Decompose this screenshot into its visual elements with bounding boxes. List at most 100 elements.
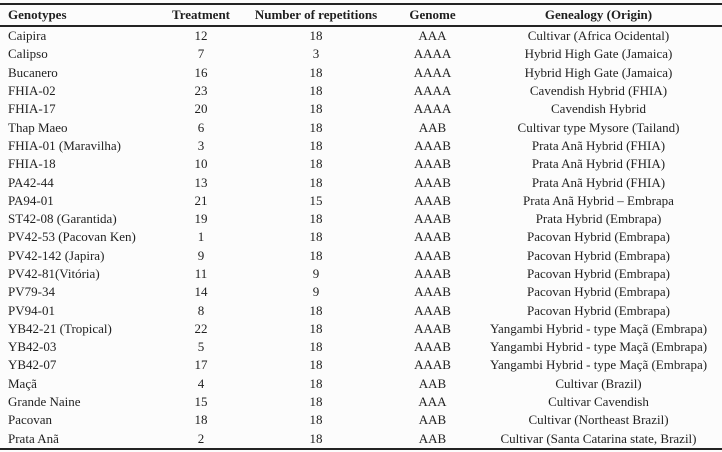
cell-genotype: FHIA-01 (Maravilha) xyxy=(8,137,121,153)
cell-genotype: PA42-44 xyxy=(8,174,54,190)
cell-treatment: 19 xyxy=(194,211,208,227)
cell-genome: AAAB xyxy=(414,247,451,263)
cell-genome: AAAB xyxy=(414,229,451,245)
cell-repetitions: 18 xyxy=(309,174,323,190)
table-row: FHIA-01 (Maravilha) 3 18 AAAB Prata Anã Hybr… xyxy=(0,137,722,155)
cell-repetitions: 18 xyxy=(309,211,323,227)
cell-repetitions: 18 xyxy=(309,339,323,355)
cell-genotype: FHIA-17 xyxy=(8,101,56,117)
cell-treatment: 4 xyxy=(197,375,205,391)
table-row: Prata Anã 2 18 AAB Cultivar (Santa Catarina … xyxy=(0,430,722,449)
cell-genome: AAB xyxy=(418,412,447,428)
cell-genome: AAAB xyxy=(414,211,451,227)
cell-genome: AAAB xyxy=(414,137,451,153)
cell-genotype: Grande Naine xyxy=(8,394,81,410)
cell-treatment: 11 xyxy=(194,266,208,281)
cell-genotype: PV42-142 (Japira) xyxy=(8,247,105,263)
cell-genealogy: Cultivar (Santa Catarina state, Brazil) xyxy=(500,430,697,446)
table-row: PA42-44 13 18 AAAB Prata Anã Hybrid (FHIA) xyxy=(0,173,722,191)
cell-treatment: 3 xyxy=(197,137,205,153)
cell-genealogy: Pacovan Hybrid (Embrapa) xyxy=(527,229,670,245)
cell-treatment: 21 xyxy=(194,192,208,208)
cell-treatment: 10 xyxy=(194,156,208,172)
cell-genotype: YB42-21 (Tropical) xyxy=(8,320,112,336)
table-row: FHIA-18 10 18 AAAB Prata Anã Hybrid (FHIA) xyxy=(0,155,722,173)
cell-repetitions: 18 xyxy=(309,320,323,336)
table-row: YB42-03 5 18 AAAB Yangambi Hybrid - type Maç… xyxy=(0,338,722,356)
genotypes-table: Genotypes Treatment Number of repetition… xyxy=(0,3,722,450)
cell-genealogy: Prata Anã Hybrid (FHIA) xyxy=(531,174,666,190)
cell-genome: AAAB xyxy=(414,284,451,300)
header-row: Genotypes Treatment Number of repetition… xyxy=(0,4,722,27)
cell-genealogy: Cultivar type Mysore (Tailand) xyxy=(517,119,680,135)
cell-treatment: 17 xyxy=(194,357,208,373)
table-row: PV79-34 14 9 AAAB Pacovan Hybrid (Embrapa) xyxy=(0,283,722,301)
cell-genome: AAAB xyxy=(414,339,451,355)
table-row: PV42-142 (Japira) 9 18 AAAB Pacovan Hybrid (… xyxy=(0,247,722,265)
cell-repetitions: 18 xyxy=(309,357,323,373)
cell-genome: AAAA xyxy=(413,64,452,80)
table-row: Calipso 7 3 AAAA Hybrid High Gate (Jamaica) xyxy=(0,45,722,63)
cell-treatment: 16 xyxy=(194,64,208,80)
cell-repetitions: 18 xyxy=(309,375,323,391)
cell-genealogy: Hybrid High Gate (Jamaica) xyxy=(524,64,673,80)
cell-genealogy: Cavendish Hybrid (FHIA) xyxy=(529,83,668,99)
cell-genealogy: Cultivar (Brazil) xyxy=(555,375,642,391)
cell-treatment: 22 xyxy=(194,320,208,336)
cell-genotype: PV79-34 xyxy=(8,284,55,300)
table-row: Thap Maeo 6 18 AAB Cultivar type Mysore (Tai… xyxy=(0,118,722,136)
cell-genealogy: Prata Anã Hybrid – Embrapa xyxy=(523,192,674,208)
cell-genotype: YB42-03 xyxy=(8,339,57,355)
cell-repetitions: 18 xyxy=(309,430,323,446)
cell-repetitions: 9 xyxy=(312,284,320,300)
cell-repetitions: 18 xyxy=(309,412,323,428)
cell-genome: AAB xyxy=(418,119,447,135)
cell-genome: AAB xyxy=(418,375,447,391)
cell-genome: AAB xyxy=(418,430,447,446)
cell-genealogy: Cultivar Cavendish xyxy=(548,394,649,410)
cell-repetitions: 18 xyxy=(309,229,323,245)
col-header-genome: Genome xyxy=(390,4,475,27)
cell-treatment: 1 xyxy=(197,229,205,245)
cell-genotype: PV42-53 (Pacovan Ken) xyxy=(8,229,136,245)
cell-genome: AAAB xyxy=(414,156,451,172)
table-row: Pacovan 18 18 AAB Cultivar (Northeast Brazil… xyxy=(0,411,722,429)
cell-genome: AAAA xyxy=(413,46,452,62)
cell-genealogy: Pacovan Hybrid (Embrapa) xyxy=(527,284,670,300)
cell-genealogy: Prata Anã Hybrid (FHIA) xyxy=(531,137,666,153)
col-header-genealogy: Genealogy (Origin) xyxy=(475,4,722,27)
cell-repetitions: 15 xyxy=(309,192,323,208)
cell-genome: AAAB xyxy=(414,266,451,281)
table-row: Bucanero 16 18 AAAA Hybrid High Gate (Jamaic… xyxy=(0,64,722,82)
table-row: PV42-53 (Pacovan Ken) 1 18 AAAB Pacovan Hybr… xyxy=(0,228,722,246)
cell-repetitions: 9 xyxy=(312,266,320,281)
cell-repetitions: 18 xyxy=(309,64,323,80)
cell-genealogy: Pacovan Hybrid (Embrapa) xyxy=(527,302,670,318)
cell-treatment: 2 xyxy=(197,430,205,446)
cell-genotype: Pacovan xyxy=(8,412,53,428)
cell-genealogy: Prata Anã Hybrid (FHIA) xyxy=(531,156,666,172)
cell-repetitions: 18 xyxy=(309,119,323,135)
cell-genome: AAAB xyxy=(414,174,451,190)
table-row: ST42-08 (Garantida) 19 18 AAAB Prata Hybrid … xyxy=(0,210,722,228)
cell-genealogy: Yangambi Hybrid - type Maçã (Embrapa) xyxy=(489,320,708,336)
cell-genotype: PA94-01 xyxy=(8,192,54,208)
cell-genotype: ST42-08 (Garantida) xyxy=(8,211,117,227)
cell-repetitions: 18 xyxy=(309,137,323,153)
cell-genotype: FHIA-18 xyxy=(8,156,56,172)
cell-treatment: 9 xyxy=(197,247,205,263)
cell-genome: AAAB xyxy=(414,320,451,336)
cell-genealogy: Pacovan Hybrid (Embrapa) xyxy=(527,266,670,281)
cell-repetitions: 3 xyxy=(312,46,320,62)
cell-treatment: 7 xyxy=(197,46,205,62)
cell-repetitions: 18 xyxy=(309,28,323,44)
cell-repetitions: 18 xyxy=(309,101,323,117)
cell-genealogy: Hybrid High Gate (Jamaica) xyxy=(524,46,673,62)
table-row: Maçã 4 18 AAB Cultivar (Brazil) xyxy=(0,375,722,393)
cell-genealogy: Cultivar (Africa Ocidental) xyxy=(527,28,670,44)
cell-treatment: 14 xyxy=(194,284,208,300)
cell-treatment: 23 xyxy=(194,83,208,99)
cell-genotype: PV94-01 xyxy=(8,302,55,318)
cell-genotype: Bucanero xyxy=(8,64,58,80)
